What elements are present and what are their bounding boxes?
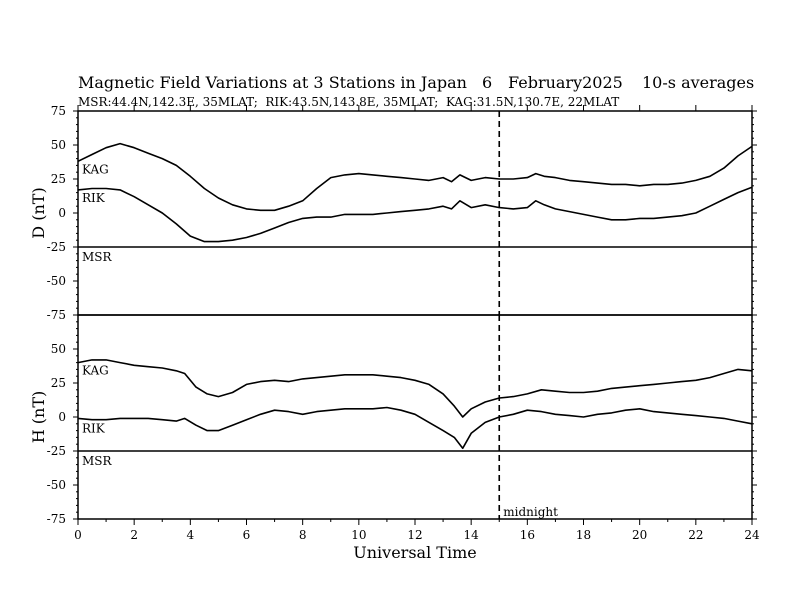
baseline-label: MSR	[82, 454, 113, 468]
x-tick-label: 22	[688, 528, 703, 542]
series-line-kag	[77, 359, 753, 418]
x-tick-label: 24	[744, 528, 760, 542]
midnight-label: midnight	[503, 505, 558, 519]
x-tick-label: 14	[464, 528, 480, 542]
panel-1: MSR 75 50 25 0 -25 -50 -75 D (nT) KAG RIK	[29, 104, 757, 322]
y-tick-label: 75	[51, 104, 66, 118]
series-label-kag: KAG	[82, 364, 109, 378]
panel-frame	[77, 110, 753, 316]
baseline-label: MSR	[82, 250, 113, 264]
x-tick-label: 10	[351, 528, 366, 542]
panel-2: MSR 50 25 0 -25 -50 -75 H (nT) KAG RIK	[29, 314, 757, 526]
x-axis-label: Universal Time	[353, 543, 476, 562]
chart-date-month-year: February2025	[508, 73, 623, 92]
y-axis-label: D (nT)	[29, 187, 48, 238]
y-tick-label: 0	[58, 410, 66, 424]
y-tick-label: 25	[51, 172, 66, 186]
x-tick-label: 12	[407, 528, 422, 542]
y-tick-label: -50	[47, 478, 66, 492]
y-tick-label: -75	[47, 512, 66, 526]
chart-date-day: 6	[482, 73, 492, 92]
x-tick-label: 6	[243, 528, 251, 542]
y-tick-label: -75	[47, 308, 66, 322]
chart-subtitle: MSR:44.4N,142.3E, 35MLAT; RIK:43.5N,143.…	[78, 95, 619, 109]
x-tick-label: 20	[632, 528, 647, 542]
y-tick-label: 25	[51, 376, 66, 390]
y-tick-label: -25	[47, 240, 66, 254]
y-tick-label: 0	[58, 206, 66, 220]
chart-averaging: 10-s averages	[642, 73, 754, 92]
y-axis-label: H (nT)	[29, 391, 48, 444]
x-tick-label: 4	[187, 528, 195, 542]
x-tick-label: 18	[576, 528, 591, 542]
x-tick-label: 2	[130, 528, 138, 542]
series-label-rik: RIK	[82, 421, 106, 435]
y-tick-label: -50	[47, 274, 66, 288]
series-line-kag	[77, 142, 753, 212]
y-tick-label: 50	[51, 138, 66, 152]
panel-frame	[77, 314, 753, 520]
x-tick-label: 0	[74, 528, 82, 542]
series-line-rik	[77, 406, 753, 450]
series-line-rik	[77, 186, 753, 243]
chart-title: Magnetic Field Variations at 3 Stations …	[78, 73, 467, 92]
series-label-kag: KAG	[82, 162, 109, 176]
series-label-rik: RIK	[82, 191, 106, 205]
x-tick-label: 8	[299, 528, 307, 542]
y-tick-label: 50	[51, 342, 66, 356]
y-tick-label: -25	[47, 444, 66, 458]
x-tick-label: 16	[520, 528, 535, 542]
